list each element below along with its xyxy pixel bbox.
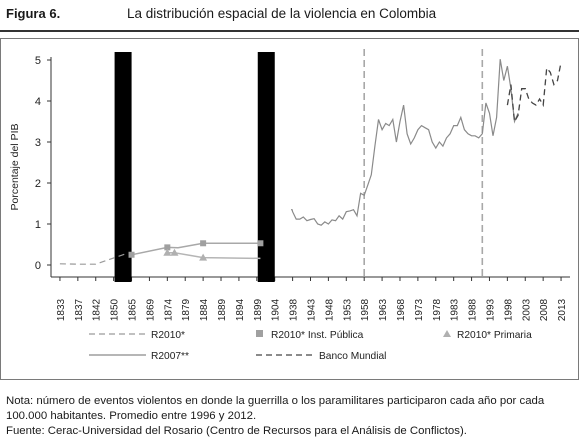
- legend-label: R2007**: [151, 351, 189, 362]
- source-text: Fuente: Cerac-Universidad del Rosario (C…: [6, 425, 467, 437]
- x-tick-label: 1879: [181, 298, 192, 321]
- x-tick-label: 2003: [521, 298, 532, 321]
- legend-swatch-triangle: [443, 330, 451, 337]
- x-tick-label: 1958: [360, 298, 371, 321]
- x-tick-label: 1988: [468, 298, 479, 321]
- legend-label: R2010* Inst. Pública: [271, 330, 364, 341]
- figure-label: Figura 6.: [6, 6, 61, 21]
- x-tick-label: 1899: [253, 298, 264, 321]
- legend-label: R2010* Primaria: [457, 330, 532, 341]
- y-tick-label: 1: [35, 219, 41, 231]
- x-tick-label: 2008: [539, 298, 550, 321]
- chart-svg: 0 1 2 3 4 5 Porcentaje del PIB 1833 1837 1842 1850…: [9, 49, 570, 362]
- note-text: Nota: número de eventos violentos en don…: [6, 395, 545, 422]
- series-point-square: [200, 240, 207, 247]
- header-rule: [0, 30, 579, 32]
- y-tick-label: 5: [35, 55, 41, 67]
- series-point-square: [128, 251, 135, 258]
- x-tick-label: 1938: [289, 298, 300, 321]
- legend-swatch-square: [256, 330, 263, 337]
- figure-header: Figura 6. La distribución espacial de la…: [0, 0, 579, 30]
- axis-break-bar: [257, 52, 275, 282]
- x-tick-label: 1842: [92, 298, 103, 321]
- x-tick-label: 1948: [324, 298, 335, 321]
- legend-label: R2010*: [151, 330, 185, 341]
- x-tick-label: 1943: [307, 298, 318, 321]
- x-tick-label: 1884: [199, 298, 210, 321]
- series-line: [291, 59, 519, 226]
- x-tick-label: 1993: [485, 298, 496, 321]
- x-tick-label: 1865: [128, 298, 139, 321]
- y-tick-label: 4: [35, 96, 41, 108]
- series-point-square: [164, 244, 171, 251]
- series-line: [59, 253, 126, 265]
- chart-frame: 0 1 2 3 4 5 Porcentaje del PIB 1833 1837 1842 1850…: [0, 38, 579, 380]
- notes: Nota: número de eventos violentos en don…: [6, 394, 576, 439]
- x-tick-label: 1963: [378, 298, 389, 321]
- x-tick-label: 1998: [503, 298, 514, 321]
- x-tick-label: 1968: [396, 298, 407, 321]
- x-tick-label: 1833: [56, 298, 67, 321]
- series-line: [131, 242, 261, 256]
- x-tick-label: 1874: [163, 298, 174, 321]
- y-tick-label: 2: [35, 178, 41, 190]
- series-point-triangle: [199, 253, 208, 261]
- axis-break-bar: [114, 52, 132, 282]
- series-point-triangle: [163, 248, 172, 256]
- x-tick-label: 1889: [217, 298, 228, 321]
- y-tick-label: 0: [35, 260, 41, 272]
- x-tick-label: 1869: [145, 298, 156, 321]
- y-axis-title: Porcentaje del PIB: [9, 124, 21, 211]
- x-tick-label: 1973: [414, 298, 425, 321]
- series-line: [506, 61, 562, 124]
- x-tick-label: 1850: [110, 298, 121, 321]
- x-tick-label: 1953: [342, 298, 353, 321]
- x-tick-label: 1904: [271, 298, 282, 321]
- figure-title: La distribución espacial de la violencia…: [127, 6, 437, 21]
- x-tick-label: 2013: [557, 298, 568, 321]
- series-point-square: [257, 240, 264, 247]
- x-tick-label: 1978: [432, 298, 443, 321]
- x-tick-label: 1894: [235, 298, 246, 321]
- y-tick-label: 3: [35, 137, 41, 149]
- x-tick-label: 1837: [74, 298, 85, 321]
- legend-label: Banco Mundial: [319, 351, 386, 362]
- series-line: [167, 251, 261, 260]
- x-tick-label: 1983: [450, 298, 461, 321]
- series-point-triangle: [170, 248, 179, 256]
